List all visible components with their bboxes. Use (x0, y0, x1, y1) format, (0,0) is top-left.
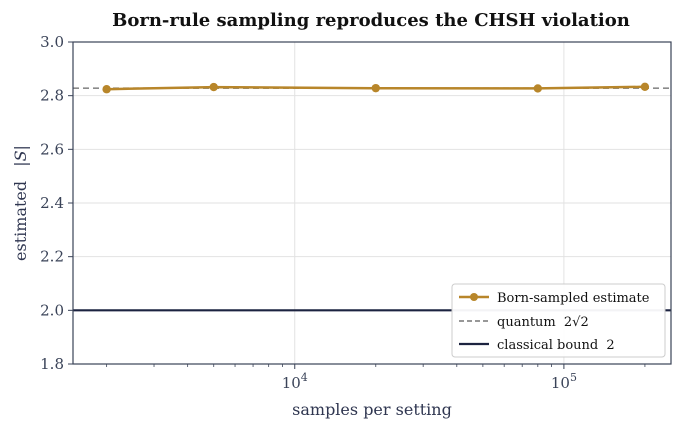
data-point (640, 82, 650, 92)
legend: Born-sampled estimate quantum 2√2 classi… (451, 283, 666, 358)
legend-label-classical-math: 2 (606, 338, 614, 353)
x-tick-label: 105 (551, 371, 577, 392)
data-point (371, 83, 380, 93)
legend-label-born: Born-sampled estimate (497, 291, 650, 306)
y-axis: 1.8 2.0 2.2 2.4 2.6 2.8 3.0 (40, 33, 73, 373)
series-layer (102, 82, 650, 94)
x-axis-label: samples per setting (292, 400, 452, 419)
data-point (209, 82, 218, 92)
legend-marker-born (470, 293, 478, 301)
legend-box (451, 283, 666, 358)
y-axis-label-math: |S| (11, 145, 30, 167)
data-point (102, 85, 111, 94)
y-axis-label-group: estimated |S| (11, 145, 30, 261)
x-tick-label: 104 (282, 371, 308, 392)
svg-text:quantum 2√2: quantum 2√2 (497, 315, 589, 330)
y-tick-label: 3.0 (40, 33, 64, 51)
y-tick-label: 2.4 (40, 194, 64, 212)
data-point (533, 84, 543, 93)
reference-lines (73, 87, 671, 312)
svg-text:classical bound 2: classical bound 2 (497, 338, 615, 353)
y-tick-label: 2.8 (40, 87, 64, 105)
legend-label-quantum-math: 2√2 (564, 315, 589, 330)
x-axis: 104 105 (106, 364, 646, 392)
y-tick-label: 2.0 (40, 301, 64, 319)
y-tick-label: 2.2 (40, 248, 64, 266)
svg-text:estimated |S|: estimated |S| (11, 145, 30, 261)
y-axis-label: estimated (11, 181, 30, 261)
chart-title: Born-rule sampling reproduces the CHSH v… (112, 10, 630, 31)
y-tick-label: 1.8 (40, 355, 64, 373)
legend-label-quantum: quantum (497, 315, 556, 330)
legend-label-classical: classical bound (497, 338, 598, 353)
y-tick-label: 2.6 (40, 140, 64, 158)
